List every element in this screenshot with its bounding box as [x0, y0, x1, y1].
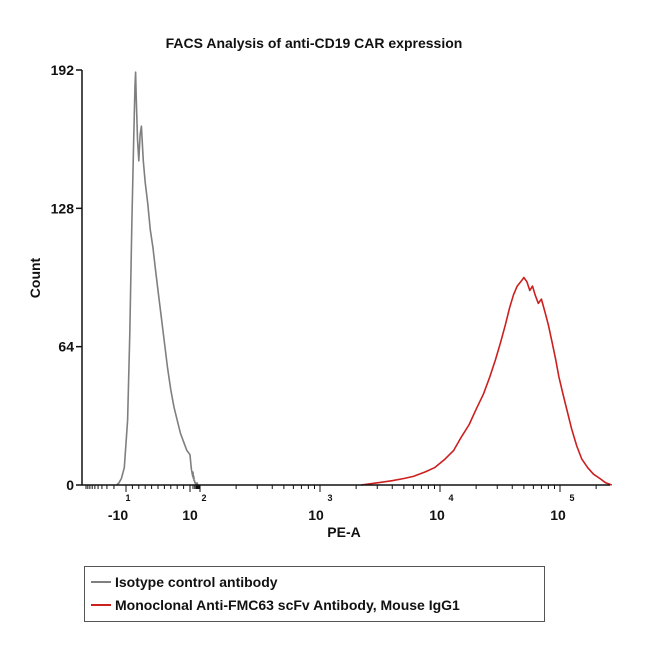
y-axis-ticks: 0 64 128 192	[51, 62, 82, 493]
x-axis-label: PE-A	[327, 524, 360, 540]
series-layer	[116, 71, 613, 486]
legend-swatch-antibody	[91, 604, 111, 606]
legend-swatch-isotype	[91, 581, 111, 583]
x-tick-exponent: 4	[448, 493, 453, 503]
y-tick-label: 128	[51, 200, 75, 216]
x-tick-exponent: 1	[125, 493, 130, 503]
legend-item-isotype: Isotype control antibody	[91, 572, 278, 592]
legend-item-antibody: Monoclonal Anti-FMC63 scFv Antibody, Mou…	[91, 595, 460, 615]
y-tick-label: 64	[58, 339, 74, 355]
x-tick-label: 10	[308, 507, 324, 523]
x-tick-label: 10	[550, 507, 566, 523]
x-tick-exponent: 5	[569, 493, 574, 503]
chart-title: FACS Analysis of anti-CD19 CAR expressio…	[166, 35, 463, 51]
x-tick-exponent: 3	[327, 493, 332, 503]
legend-label-antibody: Monoclonal Anti-FMC63 scFv Antibody, Mou…	[115, 597, 460, 613]
y-tick-label: 0	[66, 477, 74, 493]
legend-label-isotype: Isotype control antibody	[115, 574, 278, 590]
y-tick-label: 192	[51, 62, 75, 78]
x-tick-label: 10	[429, 507, 445, 523]
series-line-antibody	[360, 276, 613, 486]
series-line-isotype	[116, 71, 199, 486]
x-tick-label: 10	[182, 507, 198, 523]
x-tick-exponent: 2	[201, 493, 206, 503]
legend: Isotype control antibody Monoclonal Anti…	[84, 566, 545, 622]
x-tick-label: -10	[108, 507, 128, 523]
y-axis-label: Count	[27, 257, 43, 298]
